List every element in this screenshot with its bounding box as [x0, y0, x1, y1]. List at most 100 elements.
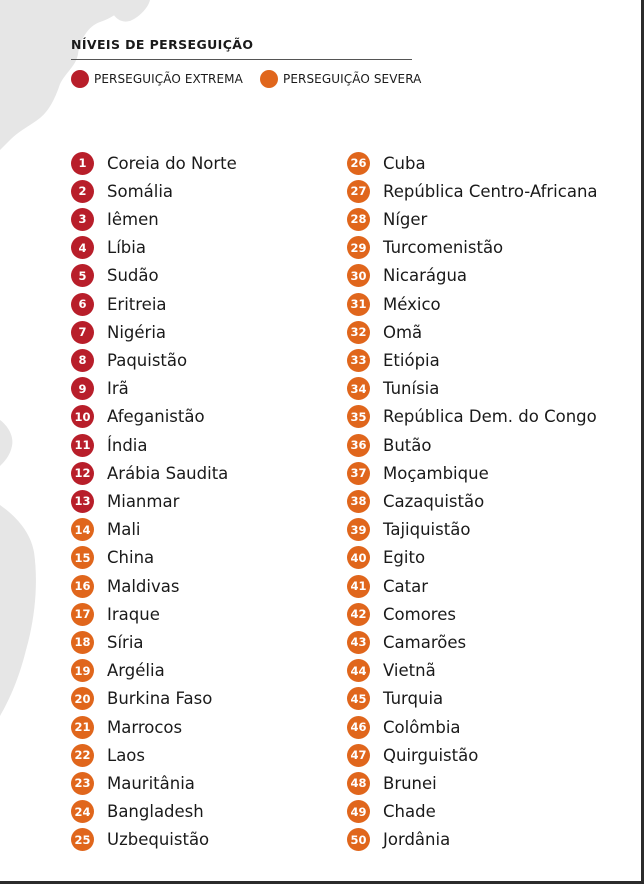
rank-badge: 14: [71, 518, 94, 542]
rank-badge: 1: [71, 151, 94, 175]
country-name: Uzbequistão: [107, 830, 210, 850]
list-item: 46 Colômbia: [347, 715, 461, 739]
list-item: 38 Cazaquistão: [347, 489, 484, 513]
country-name: Mianmar: [107, 491, 180, 511]
rank-badge: 29: [347, 236, 370, 260]
country-name: Cazaquistão: [383, 491, 485, 511]
rank-badge: 41: [347, 574, 370, 598]
rank-badge: 24: [71, 800, 94, 824]
country-name: República Centro-Africana: [383, 181, 598, 201]
country-name: Colômbia: [383, 717, 461, 737]
country-name: Irã: [107, 379, 129, 399]
country-name: Vietnã: [383, 661, 436, 681]
list-item: 11 Índia: [71, 433, 148, 457]
list-item: 33 Etiópia: [347, 348, 440, 372]
list-item: 25 Uzbequistão: [71, 828, 209, 852]
frame-border-right: [641, 0, 644, 884]
list-item: 24 Bangladesh: [71, 800, 204, 824]
severe-color-dot-icon: [260, 70, 278, 88]
country-name: Cuba: [383, 153, 426, 173]
list-item: 31 México: [347, 292, 441, 316]
rank-badge: 19: [71, 659, 94, 683]
legend-title: NÍVEIS DE PERSEGUIÇÃO: [71, 37, 254, 52]
country-name: Catar: [383, 576, 428, 596]
rank-badge: 13: [71, 489, 94, 513]
rank-badge: 7: [71, 320, 94, 344]
country-name: Camarões: [383, 632, 467, 652]
rank-badge: 34: [347, 377, 370, 401]
country-name: China: [107, 548, 155, 568]
list-item: 18 Síria: [71, 630, 144, 654]
country-name: Omã: [383, 322, 423, 342]
rank-badge: 4: [71, 236, 94, 260]
country-name: Burkina Faso: [107, 689, 213, 709]
country-name: Sudão: [107, 266, 159, 286]
country-name: Comores: [383, 604, 456, 624]
rank-badge: 45: [347, 687, 370, 711]
legend-severe-label: PERSEGUIÇÃO SEVERA: [283, 72, 422, 86]
rank-badge: 16: [71, 574, 94, 598]
rank-badge: 46: [347, 715, 370, 739]
country-name: Afeganistão: [107, 407, 205, 427]
country-name: Somália: [107, 181, 174, 201]
rank-badge: 26: [347, 151, 370, 175]
legend-extreme-label: PERSEGUIÇÃO EXTREMA: [94, 72, 243, 86]
list-item: 23 Mauritânia: [71, 771, 195, 795]
list-item: 45 Turquia: [347, 687, 443, 711]
country-name: República Dem. do Congo: [383, 407, 597, 427]
rank-badge: 25: [71, 828, 94, 852]
list-item: 36 Butão: [347, 433, 431, 457]
rank-badge: 49: [347, 800, 370, 824]
rank-badge: 50: [347, 828, 370, 852]
list-item: 1 Coreia do Norte: [71, 151, 237, 175]
country-name: Arábia Saudita: [107, 463, 229, 483]
country-name: México: [383, 294, 441, 314]
map-landmass-2: [112, 0, 150, 22]
country-name: Egito: [383, 548, 426, 568]
rank-badge: 36: [347, 433, 370, 457]
list-item: 13 Mianmar: [71, 489, 179, 513]
country-name: Iraque: [107, 604, 160, 624]
list-item: 21 Marrocos: [71, 715, 182, 739]
list-item: 28 Níger: [347, 207, 427, 231]
map-landmass-1: [0, 0, 132, 150]
rank-badge: 40: [347, 546, 370, 570]
country-name: Argélia: [107, 661, 165, 681]
country-name: Maldivas: [107, 576, 180, 596]
list-item: 37 Moçambique: [347, 461, 489, 485]
rank-badge: 47: [347, 743, 370, 767]
rank-badge: 6: [71, 292, 94, 316]
list-item: 15 China: [71, 546, 154, 570]
list-item: 26 Cuba: [347, 151, 426, 175]
rank-badge: 12: [71, 461, 94, 485]
list-item: 43 Camarões: [347, 630, 466, 654]
list-item: 16 Maldivas: [71, 574, 179, 598]
country-name: Turquia: [383, 689, 444, 709]
list-item: 12 Arábia Saudita: [71, 461, 228, 485]
country-name: Mauritânia: [107, 773, 195, 793]
legend-divider: [71, 59, 412, 60]
legend-item-extreme: PERSEGUIÇÃO EXTREMA: [71, 70, 243, 88]
list-item: 29 Turcomenistão: [347, 236, 503, 260]
list-item: 9 Irã: [71, 377, 129, 401]
rank-badge: 2: [71, 179, 94, 203]
country-name: Bangladesh: [107, 802, 204, 822]
country-name: Mali: [107, 520, 141, 540]
country-name: Tunísia: [383, 379, 440, 399]
list-item: 19 Argélia: [71, 659, 165, 683]
extreme-color-dot-icon: [71, 70, 89, 88]
frame-border-bottom: [0, 881, 644, 884]
country-name: Quirguistão: [383, 745, 479, 765]
list-item: 8 Paquistão: [71, 348, 187, 372]
rank-badge: 48: [347, 771, 370, 795]
country-name: Eritreia: [107, 294, 167, 314]
list-item: 44 Vietnã: [347, 659, 436, 683]
country-name: Etiópia: [383, 350, 440, 370]
rank-badge: 42: [347, 602, 370, 626]
rank-badge: 10: [71, 405, 94, 429]
list-item: 5 Sudão: [71, 264, 159, 288]
rank-badge: 27: [347, 179, 370, 203]
rank-badge: 32: [347, 320, 370, 344]
list-item: 32 Omã: [347, 320, 422, 344]
